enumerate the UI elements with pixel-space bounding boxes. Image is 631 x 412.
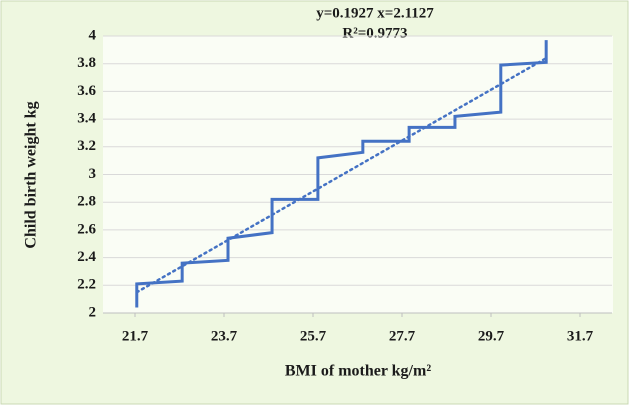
y-tick-label: 3 xyxy=(89,166,97,182)
trendline xyxy=(135,56,548,294)
y-tick-label: 4 xyxy=(89,27,97,43)
x-axis-label: BMI of mother kg/m² xyxy=(285,363,431,380)
r-squared: R²=0.9773 xyxy=(342,25,407,41)
x-tick-label: 31.7 xyxy=(567,328,594,344)
equation: y=0.1927 x=2.1127 xyxy=(316,5,434,21)
y-tick-label: 2.2 xyxy=(77,277,96,293)
y-tick-label: 2 xyxy=(89,304,97,320)
x-tick-label: 27.7 xyxy=(389,328,416,344)
x-tick-label: 21.7 xyxy=(122,328,149,344)
y-axis-label: Child birth weight kg xyxy=(23,101,40,248)
y-tick-label: 2.4 xyxy=(77,249,96,265)
y-tick-label: 3.8 xyxy=(77,55,96,71)
x-tick-label: 25.7 xyxy=(300,328,327,344)
x-tick-label: 23.7 xyxy=(211,328,238,344)
y-tick-label: 2.6 xyxy=(77,221,96,237)
x-tick-label: 29.7 xyxy=(478,328,505,344)
y-tick-label: 3.4 xyxy=(77,111,96,127)
y-tick-label: 3.6 xyxy=(77,83,96,99)
y-tick-label: 3.2 xyxy=(77,138,96,154)
y-tick-label: 2.8 xyxy=(77,194,96,210)
data-line xyxy=(135,40,548,308)
